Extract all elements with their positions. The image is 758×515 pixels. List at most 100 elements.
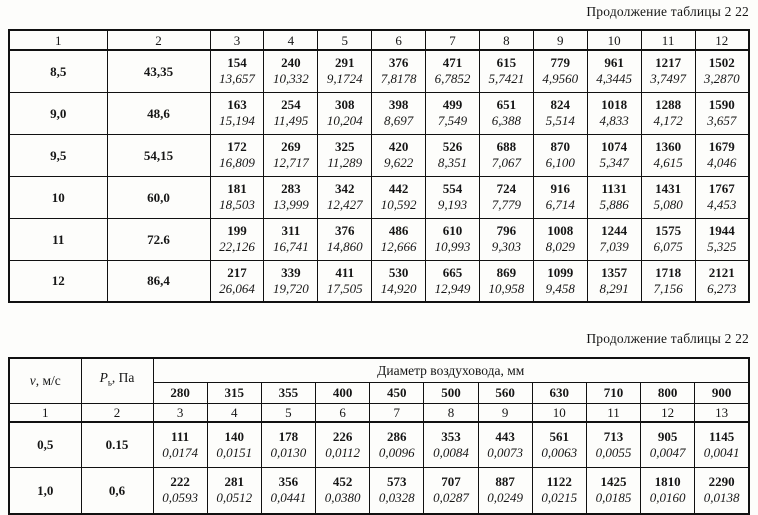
data-cell: 554 9,193 bbox=[425, 175, 480, 219]
cell-specific-value: 7,067 bbox=[491, 155, 522, 170]
cell-specific-value: 9,193 bbox=[437, 197, 468, 212]
data-cell: 1074 5,347 bbox=[586, 133, 642, 177]
cell-value: 1575 bbox=[655, 223, 682, 238]
data-cell: 526 8,351 bbox=[425, 133, 480, 177]
cell-value: 254 bbox=[281, 97, 301, 112]
cell-specific-value: 10,993 bbox=[434, 239, 471, 254]
data-cell: 561 0,0063 bbox=[531, 421, 587, 468]
table1-col1-value: 10 bbox=[8, 175, 108, 219]
cell-value: 1217 bbox=[655, 55, 682, 71]
cell-value: 172 bbox=[227, 139, 247, 154]
data-cell: 1431 5,080 bbox=[640, 175, 696, 219]
cell-specific-value: 12,717 bbox=[272, 155, 309, 170]
cell-specific-value: 0,0174 bbox=[162, 444, 198, 460]
data-cell: 707 0,0287 bbox=[423, 467, 479, 514]
cell-specific-value: 3,2870 bbox=[703, 71, 740, 87]
cell-specific-value: 19,720 bbox=[272, 280, 309, 296]
velocity-value: 1,0 bbox=[8, 467, 82, 514]
table1-col2-value: 60,0 bbox=[106, 175, 211, 219]
cell-value: 665 bbox=[442, 264, 463, 280]
cell-specific-value: 10,204 bbox=[326, 113, 363, 128]
diameter-value: 450 bbox=[369, 381, 425, 404]
cell-value: 420 bbox=[388, 139, 409, 154]
data-cell: 452 0,0380 bbox=[315, 467, 371, 514]
cell-specific-value: 3,657 bbox=[707, 113, 737, 128]
cell-specific-value: 0,0328 bbox=[378, 490, 415, 506]
cell-specific-value: 8,029 bbox=[545, 239, 575, 254]
data-cell: 530 14,920 bbox=[371, 259, 427, 303]
table1-column-number: 6 bbox=[371, 29, 427, 51]
table2-column-number: 9 bbox=[477, 402, 533, 423]
cell-value: 554 bbox=[442, 181, 463, 196]
cell-value: 651 bbox=[496, 97, 517, 112]
cell-specific-value: 0,0185 bbox=[595, 490, 632, 506]
cell-value: 561 bbox=[549, 428, 570, 444]
diameter-value: 800 bbox=[640, 381, 696, 404]
cell-value: 1502 bbox=[708, 55, 735, 71]
velocity-symbol: v bbox=[29, 373, 36, 389]
cell-value: 796 bbox=[496, 223, 517, 238]
cell-specific-value: 4,453 bbox=[707, 197, 737, 212]
cell-specific-value: 16,809 bbox=[219, 155, 255, 170]
cell-value: 140 bbox=[224, 428, 245, 444]
cell-value: 452 bbox=[332, 474, 353, 490]
data-cell: 1131 5,886 bbox=[586, 175, 642, 219]
cell-value: 961 bbox=[604, 55, 624, 71]
data-cell: 1718 7,156 bbox=[640, 259, 696, 303]
cell-value: 217 bbox=[227, 264, 247, 280]
table1-caption: Продолжение таблицы 2 22 bbox=[586, 4, 749, 19]
cell-value: 1431 bbox=[655, 181, 682, 196]
data-cell: 2121 6,273 bbox=[694, 259, 750, 303]
data-cell: 442 10,592 bbox=[371, 175, 427, 219]
cell-value: 824 bbox=[550, 97, 571, 112]
table1-data-row: 11 72.6 199 22,126 311 16,741 376 14,860 486 12,6… bbox=[8, 217, 750, 261]
table2-column-number: 12 bbox=[640, 402, 696, 423]
table1-column-number: 5 bbox=[317, 29, 373, 51]
cell-value: 376 bbox=[388, 55, 409, 71]
cell-value: 1357 bbox=[601, 264, 628, 280]
cell-value: 1145 bbox=[708, 428, 735, 444]
cell-specific-value: 13,999 bbox=[272, 197, 309, 212]
pressure-column-header: Pь, Па bbox=[80, 357, 154, 404]
data-cell: 1575 6,075 bbox=[640, 217, 696, 261]
data-cell: 111 0,0174 bbox=[152, 421, 208, 468]
cell-specific-value: 0,0512 bbox=[216, 490, 253, 506]
data-cell: 1357 8,291 bbox=[586, 259, 642, 303]
velocity-value: 0,5 bbox=[8, 421, 82, 468]
cell-value: 111 bbox=[171, 428, 190, 444]
cell-value: 1099 bbox=[547, 264, 574, 280]
data-cell: 281 0,0512 bbox=[206, 467, 262, 514]
data-cell: 1944 5,325 bbox=[694, 217, 750, 261]
table1-col2-value: 54,15 bbox=[106, 133, 211, 177]
data-cell: 1122 0,0215 bbox=[531, 467, 587, 514]
cell-value: 869 bbox=[496, 264, 517, 280]
cell-value: 398 bbox=[388, 97, 409, 112]
table1-col2-value: 43,35 bbox=[106, 49, 211, 93]
data-cell: 573 0,0328 bbox=[369, 467, 425, 514]
cell-specific-value: 14,920 bbox=[380, 280, 417, 296]
cell-value: 308 bbox=[334, 97, 355, 112]
table2-duct-diameters: v, м/с Pь, Па Диаметр воздуховода, мм 28… bbox=[8, 357, 750, 515]
data-cell: 308 10,204 bbox=[317, 91, 373, 135]
cell-specific-value: 16,741 bbox=[272, 239, 309, 254]
cell-specific-value: 26,064 bbox=[219, 280, 255, 296]
cell-value: 887 bbox=[495, 474, 515, 490]
cell-value: 376 bbox=[334, 223, 355, 238]
data-cell: 291 9,1724 bbox=[317, 49, 373, 93]
cell-specific-value: 10,958 bbox=[488, 280, 525, 296]
cell-value: 1244 bbox=[601, 223, 628, 238]
pressure-value: 0.15 bbox=[80, 421, 154, 468]
cell-specific-value: 0,0112 bbox=[325, 444, 360, 460]
diameter-span-header: Диаметр воздуховода, мм bbox=[152, 357, 750, 383]
data-cell: 1008 8,029 bbox=[532, 217, 588, 261]
table2-column-number: 2 bbox=[80, 402, 154, 423]
cell-value: 905 bbox=[657, 428, 678, 444]
cell-specific-value: 14,860 bbox=[326, 239, 363, 254]
table2-data-row: 0,5 0.15 111 0,0174 140 0,0151 178 0,0130 226 0,0… bbox=[8, 421, 750, 468]
cell-specific-value: 13,657 bbox=[219, 71, 255, 87]
cell-specific-value: 11,289 bbox=[327, 155, 363, 170]
cell-value: 222 bbox=[170, 474, 190, 490]
cell-specific-value: 0,0380 bbox=[324, 490, 361, 506]
diameter-value: 710 bbox=[585, 381, 642, 404]
data-cell: 1018 4,833 bbox=[586, 91, 642, 135]
